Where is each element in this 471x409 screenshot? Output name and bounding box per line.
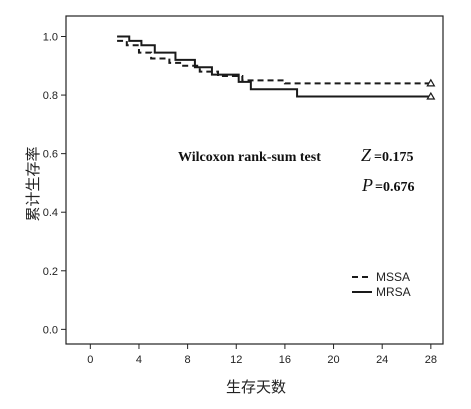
legend: MSSA MRSA [352, 270, 411, 299]
x-tick-label: 8 [185, 354, 191, 366]
legend-mssa-label: MSSA [376, 270, 410, 284]
x-tick-label: 28 [425, 354, 437, 366]
y-axis-title: 累计生存率 [24, 146, 42, 221]
x-axis: 0 4 8 12 16 20 24 28 [87, 344, 437, 366]
y-tick-label: 0.6 [43, 149, 58, 161]
series-mssa-end-marker [426, 78, 436, 87]
y-tick-label: 0.0 [43, 324, 58, 336]
x-tick-label: 16 [279, 354, 291, 366]
series-mrsa-end-marker [426, 91, 436, 100]
x-tick-label: 4 [136, 354, 142, 366]
y-tick-label: 0.8 [43, 90, 58, 102]
z-value: =0.175 [374, 150, 413, 165]
z-symbol: Z [361, 145, 372, 165]
series-layer [117, 35, 436, 100]
p-value: =0.676 [375, 180, 414, 195]
y-tick-label: 0.2 [43, 266, 58, 278]
series-mrsa-line [117, 35, 431, 98]
x-tick-label: 24 [376, 354, 388, 366]
test-name-label: Wilcoxon rank-sum test [178, 150, 321, 165]
series-mssa-line [117, 39, 431, 85]
x-tick-label: 20 [327, 354, 339, 366]
y-tick-label: 0.4 [43, 207, 58, 219]
y-axis: 0.0 0.2 0.4 0.6 0.8 1.0 [43, 32, 66, 336]
x-axis-title: 生存天数 [226, 378, 286, 396]
x-tick-label: 0 [87, 354, 93, 366]
y-tick-label: 1.0 [43, 32, 58, 44]
plot-frame [65, 15, 444, 345]
legend-mrsa-label: MRSA [376, 285, 411, 299]
x-tick-label: 12 [230, 354, 242, 366]
p-symbol: P [361, 175, 373, 195]
